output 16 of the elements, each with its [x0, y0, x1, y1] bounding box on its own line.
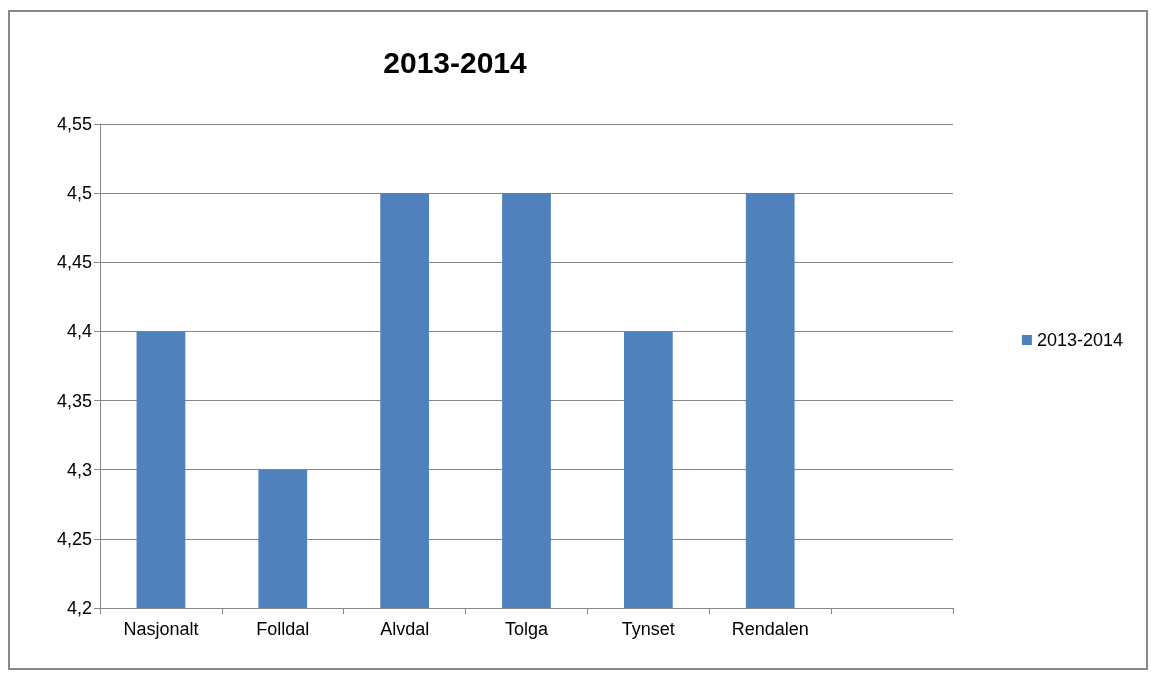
x-tick-label: Tynset [621, 619, 675, 639]
y-tick-label: 4,3 [66, 459, 92, 480]
y-tick-label: 4,45 [56, 252, 92, 273]
y-tick-label: 4,5 [66, 183, 92, 204]
x-tick-label: Folldal [256, 619, 310, 639]
x-tick-label: Rendalen [731, 619, 809, 639]
y-tick-label: 4,25 [56, 528, 92, 549]
y-tick-label: 4,2 [66, 598, 92, 618]
y-tick-label: 4,4 [66, 321, 92, 342]
chart-title: 2013-2014 [383, 45, 528, 79]
y-tick-label: 4,35 [56, 390, 92, 411]
x-tick-label: Nasjonalt [123, 619, 199, 639]
y-tick-label: 4,55 [56, 114, 92, 134]
x-tick-label: Alvdal [380, 619, 430, 639]
x-tick-label: Tolga [504, 619, 549, 639]
legend-label: 2013-2014 [1036, 330, 1124, 350]
